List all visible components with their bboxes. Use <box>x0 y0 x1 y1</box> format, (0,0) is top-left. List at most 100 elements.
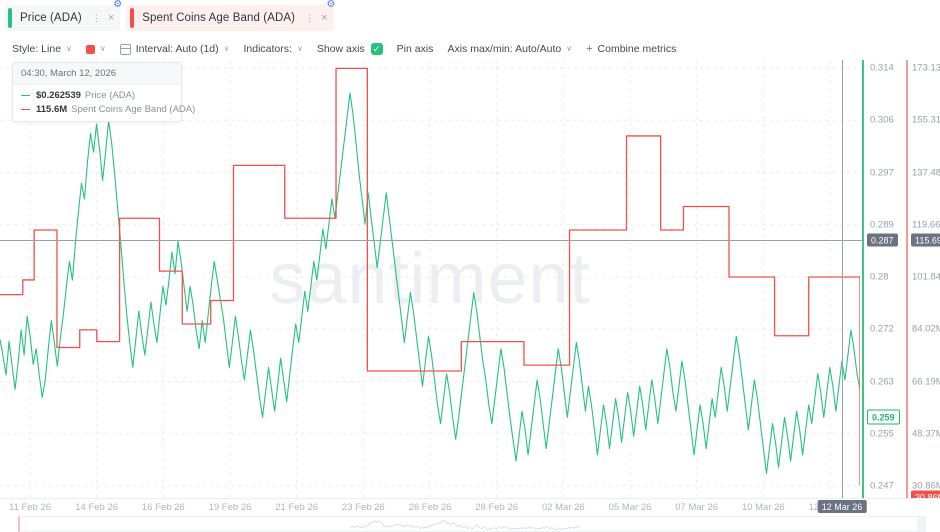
indicators-selector[interactable]: Indicators: ∨ <box>244 43 303 55</box>
price-axis[interactable]: 0.314 0.306 0.297 0.289 0.28 0.272 0.263 0.255 0… <box>862 60 902 498</box>
axis-tick-label: 0.306 <box>870 114 894 126</box>
color-selector[interactable]: ∨ <box>85 43 106 54</box>
price-last-value-badge: 0.259 <box>867 409 900 425</box>
x-axis-cursor-badge: 12 Mar 26 <box>817 500 867 513</box>
tooltip-row-price: $0.262539 Price (ADA) <box>21 90 173 101</box>
tooltip-row-spent: 115.6M Spent Coins Age Band (ADA) <box>21 104 195 115</box>
x-axis-tick-label: 21 Feb 26 <box>275 502 319 513</box>
price-axis-line <box>862 60 864 498</box>
show-axis-label: Show axis <box>316 43 365 55</box>
x-axis-tick-label: 16 Feb 26 <box>141 502 185 513</box>
chart-canvas[interactable]: santiment 0.314 0.306 0.297 0.289 0.28 0.272 0… <box>0 60 940 498</box>
chart-toolbar: Style: Line ∨ ∨ Interval: Auto (1d) ∨ In… <box>0 38 940 60</box>
minimap-series-line <box>349 519 581 531</box>
tab-accent-price <box>8 8 12 28</box>
x-axis-tick-label: 28 Feb 26 <box>475 502 519 513</box>
tab-price-ada[interactable]: Price (ADA) ⋮ × ⚙ <box>4 0 122 31</box>
tooltip-line-icon-spent <box>21 109 30 110</box>
gear-icon-spent[interactable]: ⚙ <box>326 0 336 10</box>
range-minimap[interactable] <box>18 516 926 532</box>
tab-spent-coins-age-band-ada[interactable]: Spent Coins Age Band (ADA) ⋮ × ⚙ <box>126 0 336 31</box>
color-swatch-icon <box>85 44 95 54</box>
x-axis-tick-label: 11 Feb 26 <box>8 502 52 513</box>
x-axis-tick-label: 10 Mar 26 <box>741 502 785 513</box>
chevron-down-icon-maxmin: ∨ <box>566 43 573 53</box>
chevron-down-icon-color: ∨ <box>99 43 106 53</box>
tab-close-icon-spent[interactable]: × <box>321 12 328 24</box>
style-selector[interactable]: Style: Line ∨ <box>12 43 72 55</box>
chevron-down-icon-indicators: ∨ <box>296 43 303 53</box>
tab-accent-spent <box>130 8 135 28</box>
x-axis-tick-label: 02 Mar 26 <box>541 502 585 513</box>
show-axis-toggle[interactable]: Show axis ✓ <box>317 43 383 55</box>
tooltip-timestamp: 04:30, March 12, 2026 <box>13 63 181 85</box>
x-axis-tick-label: 26 Feb 26 <box>408 502 452 513</box>
pin-axis-label: Pin axis <box>396 43 434 55</box>
plot-region[interactable]: santiment <box>0 60 860 498</box>
tooltip-rows: $0.262539 Price (ADA) 115.6M Spent Coins… <box>13 85 195 121</box>
spent-crosshair-badge: 115.69M <box>911 233 940 247</box>
axis-tick-label: 119.66M <box>912 219 940 231</box>
tooltip-name-price: Price (ADA) <box>84 90 136 101</box>
spent-last-value-badge: 30.86M <box>911 490 940 498</box>
tab-label-price: Price (ADA) <box>20 12 82 24</box>
show-axis-checkbox[interactable]: ✓ <box>370 43 383 55</box>
crosshair-horizontal <box>0 240 862 241</box>
pin-axis-toggle[interactable]: Pin axis <box>397 43 434 55</box>
axis-tick-label: 0.28 <box>870 271 889 283</box>
x-axis[interactable]: 11 Feb 26 14 Feb 26 16 Feb 26 19 Feb 26 21 F… <box>0 498 940 514</box>
tab-menu-icon-spent[interactable]: ⋮ <box>305 13 315 23</box>
axis-tick-label: 101.84M <box>912 271 940 283</box>
axis-tick-label: 0.263 <box>870 376 894 387</box>
crosshair-vertical <box>842 60 843 498</box>
combine-metrics-button[interactable]: + Combine metrics <box>586 43 676 55</box>
minimap-right-handle[interactable] <box>917 517 925 531</box>
axis-tick-label: 66.19M <box>912 376 940 387</box>
spent-coins-axis-line <box>906 60 908 498</box>
metric-tab-bar: Price (ADA) ⋮ × ⚙ Spent Coins Age Band (… <box>0 0 940 36</box>
axis-tick-label: 137.48M <box>912 167 940 178</box>
tab-close-icon-price[interactable]: × <box>107 12 115 24</box>
x-axis-tick-label: 05 Mar 26 <box>608 502 652 513</box>
interval-selector[interactable]: Interval: Auto (1d) ∨ <box>119 43 230 55</box>
tooltip-line-icon-price <box>21 95 30 96</box>
spent-coins-axis[interactable]: 173.13M 155.31M 137.48M 119.66M 101.84M 84.02… <box>906 60 940 498</box>
axis-tick-label: 30.86M <box>912 480 940 492</box>
x-axis-tick-label: 23 Feb 26 <box>341 502 385 513</box>
x-axis-tick-label: 07 Mar 26 <box>675 502 719 513</box>
x-axis-tick-label: 19 Feb 26 <box>208 502 252 513</box>
chevron-down-icon-interval: ∨ <box>223 43 230 53</box>
axis-maxmin-selector[interactable]: Axis max/min: Auto/Auto ∨ <box>447 43 572 55</box>
plus-icon: + <box>586 43 593 55</box>
interval-selector-label: Interval: Auto (1d) <box>135 43 219 55</box>
tooltip-value-price: $0.262539 <box>36 90 81 101</box>
axis-tick-label: 0.272 <box>870 323 894 335</box>
axis-tick-label: 0.289 <box>870 219 894 231</box>
price-crosshair-badge: 0.287 <box>867 233 898 247</box>
axis-tick-label: 173.13M <box>912 62 940 74</box>
indicators-selector-label: Indicators: <box>243 43 292 55</box>
combine-metrics-label: Combine metrics <box>597 43 677 55</box>
gear-icon-price[interactable]: ⚙ <box>113 0 123 10</box>
tooltip-value-spent: 115.6M <box>36 104 68 115</box>
axis-tick-label: 84.02M <box>912 323 940 335</box>
minimap-svg <box>349 519 581 531</box>
tab-menu-glyph-spent: ⋮ <box>305 13 315 23</box>
tooltip-name-spent: Spent Coins Age Band (ADA) <box>71 104 196 115</box>
axis-maxmin-label: Axis max/min: Auto/Auto <box>447 43 562 55</box>
series-line <box>0 92 860 475</box>
style-selector-label: Style: Line <box>12 43 62 55</box>
axis-tick-label: 48.37M <box>912 428 940 440</box>
axis-tick-label: 0.247 <box>870 480 894 492</box>
calendar-icon <box>119 43 131 55</box>
tab-menu-glyph-price: ⋮ <box>91 13 101 23</box>
axis-tick-label: 0.255 <box>870 428 894 440</box>
plot-svg <box>0 60 860 498</box>
chevron-down-icon-style: ∨ <box>66 43 72 53</box>
axis-tick-label: 155.31M <box>912 114 940 126</box>
series-line <box>0 67 860 486</box>
tab-menu-icon-price[interactable]: ⋮ <box>91 13 101 23</box>
hover-tooltip: 04:30, March 12, 2026 $0.262539 Price (A… <box>12 62 195 122</box>
tab-label-spent: Spent Coins Age Band (ADA) <box>142 12 296 24</box>
